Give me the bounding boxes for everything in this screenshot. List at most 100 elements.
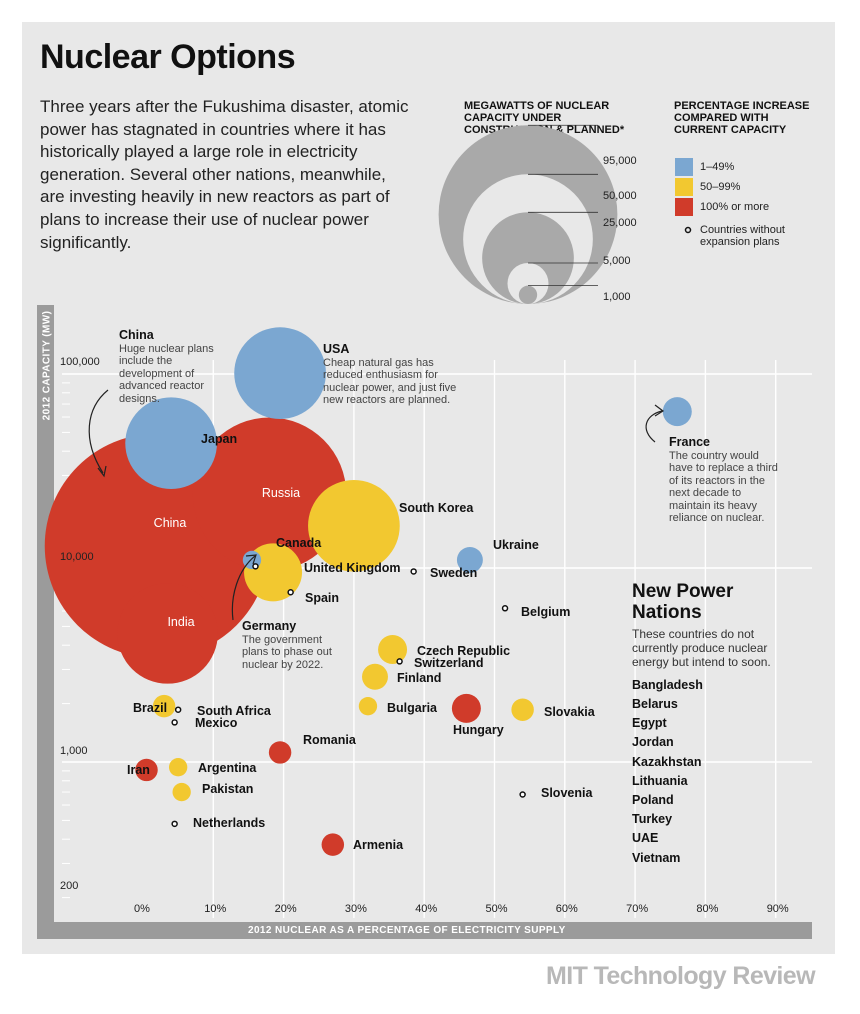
label-ukraine: Ukraine (493, 538, 539, 552)
bubble-russia (192, 417, 347, 571)
label-pakistan: Pakistan (202, 782, 254, 796)
x-tick-40: 40% (415, 903, 438, 915)
y-tick-1000: 1,000 (60, 745, 88, 757)
x-tick-0: 0% (134, 903, 150, 915)
legend-label-blue: 1–49% (700, 161, 735, 173)
y-tick-10000: 10,000 (60, 551, 94, 563)
label-czech-republic: Czech Republic (417, 644, 511, 658)
label-japan: Japan (201, 432, 238, 446)
legend-label-red: 100% or more (700, 201, 770, 213)
label-switzerland: Switzerland (414, 656, 484, 670)
x-axis-title: 2012 NUCLEAR AS A PERCENTAGE OF ELECTRIC… (248, 925, 566, 936)
y-axis-bar (37, 305, 54, 939)
np-item: Vietnam (632, 851, 681, 865)
china-annotation-text: Huge nuclear plans include the developme… (119, 343, 214, 405)
new-power-nations-description: These countries do not currently produce… (632, 627, 771, 669)
bubble-iran (135, 758, 158, 782)
germany-annotation-title: Germany (242, 619, 297, 633)
np-item: Turkey (632, 812, 673, 826)
usa-annotation-text: Cheap natural gas has reduced enthusiasm… (323, 357, 457, 407)
china-arrow (88, 389, 109, 474)
bubble-slovenia (519, 791, 526, 798)
bubble-usa (234, 327, 326, 420)
size-legend-circle (507, 262, 549, 304)
size-legend-circle (482, 212, 574, 304)
france-annotation-title: France (669, 435, 710, 449)
bubble-spain (287, 588, 294, 596)
bubble-hungary (451, 693, 481, 723)
bubble-netherlands (171, 820, 178, 828)
label-russia: Russia (261, 486, 301, 500)
legend-swatch-blue (675, 158, 693, 176)
label-india: India (167, 615, 195, 629)
intro-paragraph: Three years after the Fukushima disaster… (40, 97, 409, 252)
color-legend-heading: PERCENTAGE INCREASE COMPARED WITH CURREN… (674, 100, 810, 136)
bubble-armenia (321, 833, 345, 856)
x-tick-60: 60% (555, 903, 578, 915)
page-title: Nuclear Options (40, 38, 296, 76)
np-item: Bangladesh (632, 678, 703, 692)
bubble-belgium (501, 605, 509, 612)
label-canada: Canada (276, 536, 322, 550)
size-legend (438, 124, 618, 305)
legend-label-yellow: 50–99% (700, 181, 741, 193)
x-tick-30: 30% (344, 903, 367, 915)
y-tick-100000: 100,000 (60, 356, 100, 368)
label-china: China (153, 516, 187, 530)
bubble-south-korea (308, 479, 400, 572)
bubble-czech-republic (378, 635, 408, 665)
bubble-germany (252, 563, 259, 570)
legend-label-no-plan: Countries without expansion plans (700, 224, 785, 248)
size-legend-label-5000: 5,000 (603, 255, 631, 267)
label-mexico: Mexico (195, 716, 238, 730)
np-item: Jordan (632, 735, 674, 749)
bubble-finland (362, 663, 388, 690)
x-tick-90: 90% (766, 903, 789, 915)
bubble-india (117, 583, 218, 684)
france-arrow (645, 410, 663, 443)
legend-swatch-yellow (675, 178, 693, 196)
x-axis-bar (37, 922, 812, 939)
germany-annotation-text: The government plans to phase out nuclea… (242, 634, 332, 671)
x-tick-80: 80% (696, 903, 719, 915)
bubble-mexico (171, 719, 178, 726)
label-united-kingdom: United Kingdom (304, 561, 401, 575)
np-item: UAE (632, 831, 659, 845)
bubble-brazil (152, 694, 176, 718)
label-argentina: Argentina (198, 761, 257, 775)
label-brazil: Brazil (133, 701, 168, 715)
germany-arrow (231, 555, 256, 621)
label-south-africa: South Africa (197, 704, 271, 718)
bubbles (44, 327, 692, 856)
np-item: Poland (632, 793, 674, 807)
x-tick-50: 50% (485, 903, 508, 915)
usa-annotation-title: USA (323, 342, 350, 356)
size-legend-label-1000: 1,000 (603, 291, 631, 303)
france-arrowhead (654, 404, 665, 417)
label-armenia: Armenia (353, 838, 404, 852)
y-axis-title: 2012 CAPACITY (MW) (41, 310, 53, 421)
bubble-romania (268, 741, 292, 764)
label-finland: Finland (397, 671, 442, 685)
label-slovenia: Slovenia (541, 786, 593, 800)
y-tick-200: 200 (60, 880, 79, 892)
china-annotation-title: China (119, 328, 154, 342)
china-arrowhead (97, 465, 107, 478)
bubble-slovakia (511, 698, 534, 721)
label-romania: Romania (303, 733, 356, 747)
bubble-france (662, 397, 692, 427)
germany-arrowhead (245, 554, 257, 565)
label-sweden: Sweden (430, 566, 478, 580)
bubble-sweden (410, 568, 417, 575)
label-slovakia: Slovakia (544, 705, 595, 719)
brand-logo: MIT Technology Review (546, 962, 816, 990)
legend-swatch-red (675, 198, 693, 216)
new-power-nations-title: New Power Nations (632, 581, 734, 623)
legend-no-plan-marker (684, 226, 692, 234)
bubble-bulgaria (358, 696, 378, 716)
bubble-switzerland (396, 658, 403, 665)
np-item: Belarus (632, 697, 678, 711)
size-legend-circle (518, 285, 538, 305)
np-item: Kazakhstan (632, 755, 702, 769)
